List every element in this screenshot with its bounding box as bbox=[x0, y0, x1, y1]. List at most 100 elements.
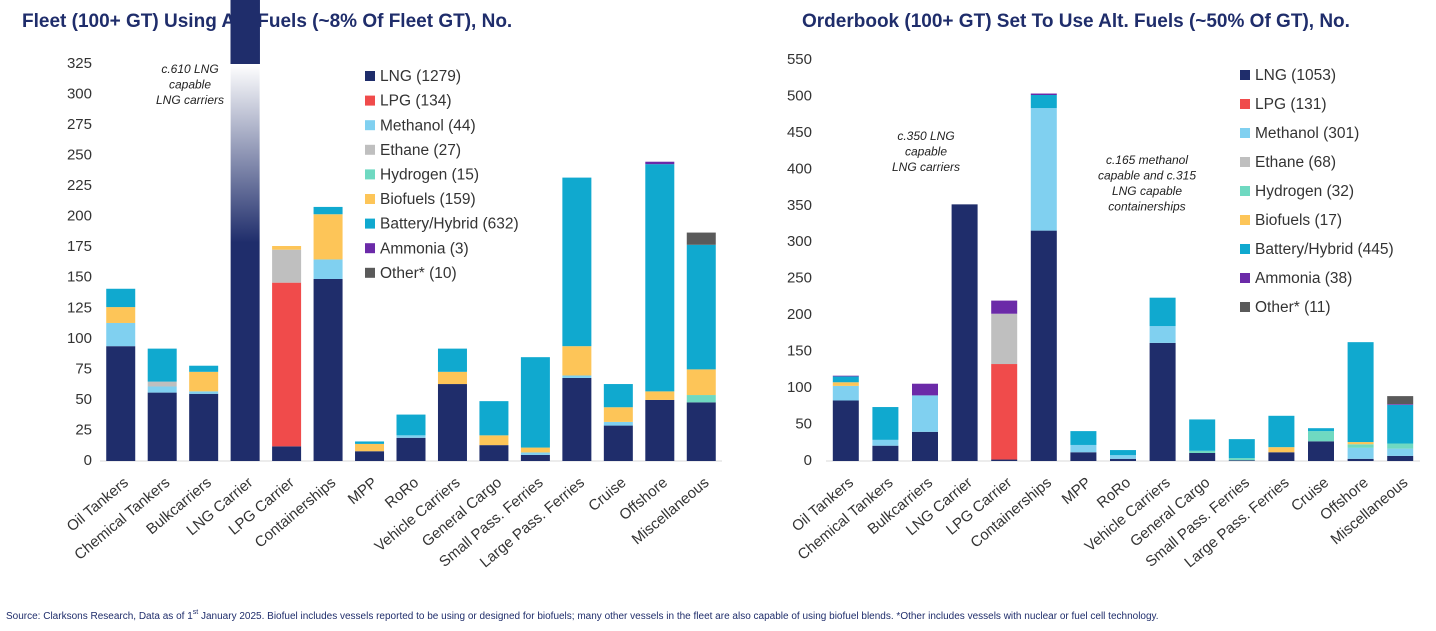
legend-swatch bbox=[1240, 186, 1250, 196]
y-tick-label: 400 bbox=[787, 160, 812, 177]
bar-segment bbox=[230, 64, 260, 461]
bar-segment bbox=[479, 401, 509, 436]
bar-segment bbox=[991, 459, 1018, 461]
bar-segment bbox=[686, 369, 716, 396]
footer-text: Source: Clarksons Research, Data as of 1 bbox=[6, 611, 193, 622]
bar-segment bbox=[1228, 458, 1255, 461]
annotation: LNG capable bbox=[1112, 184, 1182, 198]
bar-segment bbox=[912, 383, 938, 396]
y-tick-label: 300 bbox=[787, 233, 812, 250]
bar-segment bbox=[1387, 404, 1414, 444]
legend-label: Ethane (27) bbox=[380, 142, 461, 159]
bar-segment bbox=[147, 381, 177, 387]
bar-segment bbox=[1228, 460, 1255, 461]
bar-segment bbox=[189, 393, 219, 461]
bar-segment bbox=[1387, 455, 1414, 461]
bar-segment bbox=[189, 371, 219, 392]
annotation: LNG carriers bbox=[156, 93, 224, 107]
bar-segment bbox=[991, 364, 1018, 460]
bar-segment bbox=[1189, 419, 1216, 451]
bar-segment bbox=[313, 278, 343, 461]
legend-swatch bbox=[365, 267, 375, 278]
annotation: c.165 methanol bbox=[1106, 153, 1188, 167]
bar-segment bbox=[1228, 439, 1255, 459]
bar-segment bbox=[603, 425, 633, 461]
y-tick-label: 100 bbox=[787, 379, 812, 396]
y-tick-label: 300 bbox=[67, 86, 92, 103]
bar-segment bbox=[272, 446, 302, 461]
y-tick-label: 250 bbox=[67, 147, 92, 164]
legend-swatch bbox=[1240, 157, 1250, 167]
y-tick-label: 200 bbox=[67, 208, 92, 225]
bar-segment bbox=[1347, 447, 1374, 459]
bar-segment bbox=[603, 421, 633, 426]
annotation: capable bbox=[169, 78, 211, 92]
bar-segment bbox=[106, 346, 136, 461]
bar-segment bbox=[1110, 458, 1136, 461]
bar-segment bbox=[1189, 452, 1216, 461]
legend-label: Methanol (301) bbox=[1255, 125, 1359, 142]
y-tick-label: 325 bbox=[67, 55, 92, 72]
annotation: capable and c.315 bbox=[1098, 169, 1196, 183]
bar-segment bbox=[437, 384, 467, 461]
chart-title: Orderbook (100+ GT) Set To Use Alt. Fuel… bbox=[802, 11, 1350, 32]
legend-swatch bbox=[365, 169, 375, 180]
bar-segment bbox=[1070, 431, 1097, 445]
legend-label: LPG (134) bbox=[380, 93, 452, 110]
bar-segment bbox=[991, 313, 1018, 365]
bar-segment bbox=[832, 382, 859, 386]
bar-segment bbox=[355, 441, 385, 444]
bar-segment bbox=[272, 246, 302, 250]
bar-segment bbox=[686, 244, 716, 370]
bar-segment bbox=[872, 445, 899, 461]
annotation: LNG carriers bbox=[892, 160, 960, 174]
bar-segment bbox=[106, 307, 136, 323]
bar-segment bbox=[832, 375, 859, 377]
bar-segment bbox=[1268, 447, 1295, 453]
bar-segment bbox=[991, 300, 1018, 314]
bar-segment bbox=[1030, 93, 1057, 95]
y-tick-label: 225 bbox=[67, 177, 92, 194]
bar-segment bbox=[1308, 431, 1334, 442]
bar-segment bbox=[1387, 396, 1414, 405]
legend-swatch bbox=[1240, 302, 1250, 312]
footer-text: January 2025. Biofuel includes vessels r… bbox=[198, 611, 1158, 622]
bar-segment bbox=[313, 206, 343, 215]
bar-segment bbox=[106, 288, 136, 308]
bar-segment bbox=[562, 375, 592, 378]
bar-segment bbox=[832, 376, 859, 383]
bar-segment bbox=[872, 439, 899, 446]
bar-segment bbox=[872, 407, 899, 440]
bar-segment bbox=[313, 214, 343, 260]
bar-segment bbox=[1030, 94, 1057, 109]
bar-segment bbox=[1308, 428, 1334, 432]
y-tick-label: 150 bbox=[67, 269, 92, 286]
bar-segment bbox=[520, 447, 550, 453]
y-tick-label: 250 bbox=[787, 270, 812, 287]
y-tick-label: 50 bbox=[75, 391, 92, 408]
y-tick-label: 75 bbox=[75, 360, 92, 377]
bar-segment bbox=[686, 402, 716, 461]
bar-segment bbox=[1387, 404, 1414, 405]
y-tick-label: 175 bbox=[67, 238, 92, 255]
bar-segment bbox=[147, 392, 177, 461]
legend-label: Battery/Hybrid (445) bbox=[1255, 241, 1394, 258]
annotation: containerships bbox=[1108, 200, 1185, 214]
legend-swatch bbox=[365, 218, 375, 229]
x-tick-label: MPP bbox=[345, 474, 381, 508]
bar-segment bbox=[951, 204, 978, 462]
legend-swatch bbox=[1240, 128, 1250, 138]
x-tick-label: MPP bbox=[1059, 474, 1095, 508]
bar-segment bbox=[645, 161, 675, 165]
bar-segment bbox=[1308, 441, 1334, 461]
footer: Source: Clarksons Research, Data as of 1… bbox=[6, 609, 1159, 622]
bar-segment bbox=[603, 384, 633, 408]
bar-segment bbox=[1268, 415, 1295, 448]
bar-segment bbox=[396, 435, 426, 438]
bar-segment bbox=[912, 395, 938, 432]
legend-label: Other* (11) bbox=[1255, 299, 1331, 316]
bar-segment bbox=[189, 391, 219, 394]
legend-label: Other* (10) bbox=[380, 265, 457, 282]
annotation: c.610 LNG bbox=[161, 62, 218, 76]
